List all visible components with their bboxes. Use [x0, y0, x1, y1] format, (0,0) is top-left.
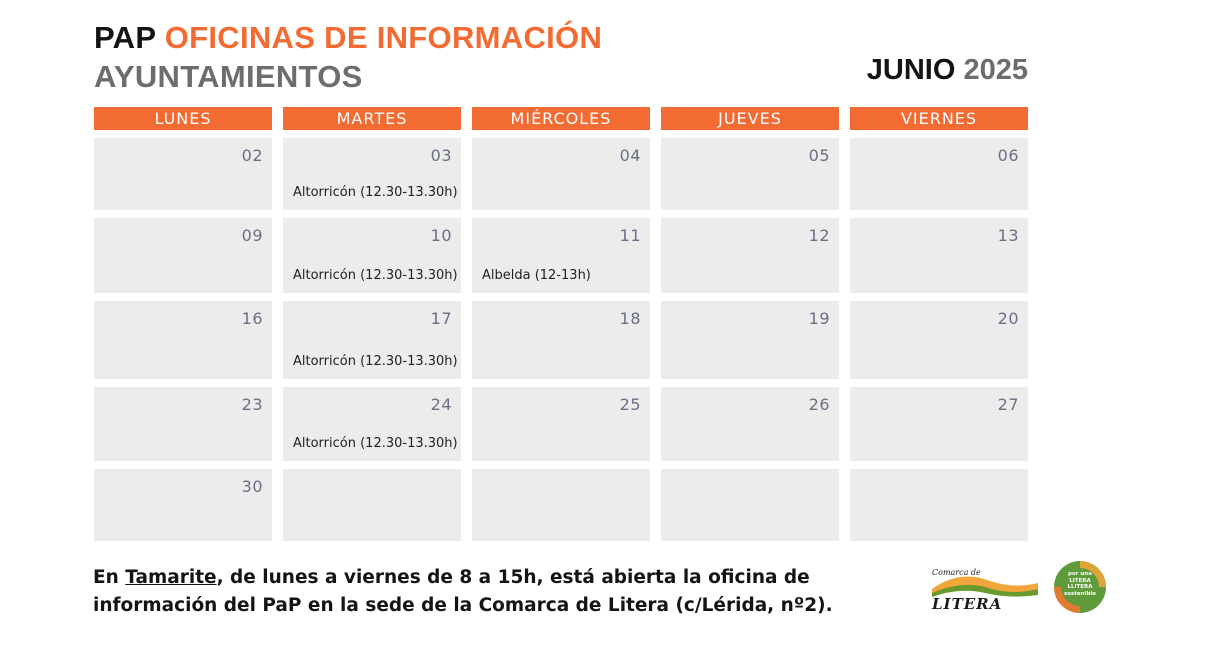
- day-number: 10: [430, 226, 452, 245]
- day-cell: 13: [850, 218, 1028, 293]
- day-cell: 23: [94, 387, 272, 461]
- weekday-header: VIERNES: [850, 107, 1028, 130]
- day-number: 20: [997, 309, 1019, 328]
- day-cell: 26: [661, 387, 839, 461]
- day-cell: 10 Altorricón (12.30-13.30h): [283, 218, 461, 293]
- day-number: 16: [241, 309, 263, 328]
- day-cell: 19: [661, 301, 839, 379]
- day-cell: 09: [94, 218, 272, 293]
- footer-place: Tamarite: [125, 567, 217, 588]
- title-pap: PAP: [94, 20, 156, 55]
- day-number: 06: [997, 146, 1019, 165]
- sostenible-logo: por una LITERA LLITERA sostenible: [1053, 560, 1107, 614]
- calendar-week-row: 23 24 Altorricón (12.30-13.30h) 25 26 27: [94, 387, 1028, 461]
- day-number: 17: [430, 309, 452, 328]
- day-number: 09: [241, 226, 263, 245]
- day-cell: 27: [850, 387, 1028, 461]
- logo-comarca-label: Comarca de: [932, 568, 981, 577]
- footer-prefix: En: [93, 567, 126, 588]
- day-number: 13: [997, 226, 1019, 245]
- day-cell: 16: [94, 301, 272, 379]
- day-cell: 18: [472, 301, 650, 379]
- logo-litera-word: LITERA: [931, 595, 1002, 613]
- day-event: Altorricón (12.30-13.30h): [293, 354, 458, 369]
- day-cell: 11 Albelda (12-13h): [472, 218, 650, 293]
- day-event: Altorricón (12.30-13.30h): [293, 436, 458, 451]
- day-event: Albelda (12-13h): [482, 268, 591, 283]
- page-subtitle: AYUNTAMIENTOS: [94, 59, 363, 94]
- day-cell: 06: [850, 138, 1028, 210]
- calendar-week-row: 16 17 Altorricón (12.30-13.30h) 18 19 20: [94, 301, 1028, 379]
- weekday-header-row: LUNES MARTES MIÉRCOLES JUEVES VIERNES: [94, 107, 1028, 130]
- day-cell: [472, 469, 650, 541]
- day-number: 24: [430, 395, 452, 414]
- weekday-header: LUNES: [94, 107, 272, 130]
- day-cell: 05: [661, 138, 839, 210]
- weekday-header: JUEVES: [661, 107, 839, 130]
- day-cell: [283, 469, 461, 541]
- page-title: PAP OFICINAS DE INFORMACIÓN: [94, 20, 602, 56]
- day-event: Altorricón (12.30-13.30h): [293, 268, 458, 283]
- day-number: 11: [619, 226, 641, 245]
- month-name: JUNIO: [866, 54, 956, 86]
- month-year: 2025: [963, 54, 1028, 86]
- day-event: Altorricón (12.30-13.30h): [293, 185, 458, 200]
- calendar-week-row: 02 03 Altorricón (12.30-13.30h) 04 05 06: [94, 138, 1028, 210]
- day-cell: 17 Altorricón (12.30-13.30h): [283, 301, 461, 379]
- day-cell: 30: [94, 469, 272, 541]
- day-number: 12: [808, 226, 830, 245]
- footer-note: En Tamarite, de lunes a viernes de 8 a 1…: [93, 564, 873, 620]
- day-cell: 12: [661, 218, 839, 293]
- day-cell: 02: [94, 138, 272, 210]
- calendar-week-row: 30: [94, 469, 1028, 541]
- day-cell: 24 Altorricón (12.30-13.30h): [283, 387, 461, 461]
- comarca-litera-logo: Comarca de LITERA: [930, 565, 1040, 613]
- day-number: 04: [619, 146, 641, 165]
- day-number: 18: [619, 309, 641, 328]
- day-cell: [850, 469, 1028, 541]
- day-number: 05: [808, 146, 830, 165]
- calendar-week-row: 09 10 Altorricón (12.30-13.30h) 11 Albelda (…: [94, 218, 1028, 293]
- weekday-header: MIÉRCOLES: [472, 107, 650, 130]
- day-number: 03: [430, 146, 452, 165]
- day-cell: 20: [850, 301, 1028, 379]
- day-number: 23: [241, 395, 263, 414]
- day-cell: 03 Altorricón (12.30-13.30h): [283, 138, 461, 210]
- title-oficinas: OFICINAS DE INFORMACIÓN: [164, 20, 603, 55]
- day-number: 30: [241, 477, 263, 496]
- day-cell: 04: [472, 138, 650, 210]
- footer-rest: , de lunes a viernes de 8 a 15h, está ab…: [93, 567, 833, 616]
- calendar-grid: LUNES MARTES MIÉRCOLES JUEVES VIERNES 02…: [94, 107, 1028, 541]
- calendar-weeks: 02 03 Altorricón (12.30-13.30h) 04 05 06 09 10 A…: [94, 138, 1028, 541]
- logo-sostenible-text: por una LITERA LLITERA sostenible: [1063, 571, 1097, 597]
- day-number: 27: [997, 395, 1019, 414]
- day-number: 19: [808, 309, 830, 328]
- month-label: JUNIO 2025: [867, 54, 1028, 87]
- weekday-header: MARTES: [283, 107, 461, 130]
- day-number: 02: [241, 146, 263, 165]
- day-cell: 25: [472, 387, 650, 461]
- day-number: 25: [619, 395, 641, 414]
- day-cell: [661, 469, 839, 541]
- day-number: 26: [808, 395, 830, 414]
